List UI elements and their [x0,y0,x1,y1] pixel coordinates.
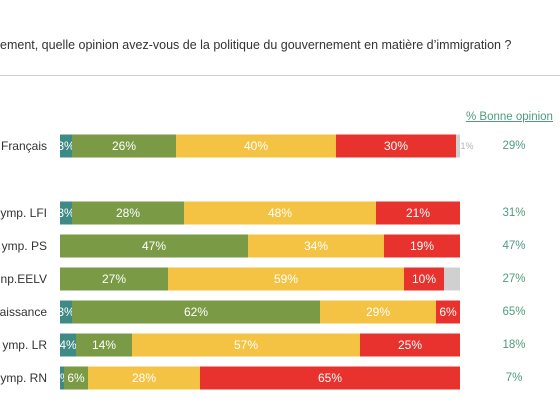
header-divider [0,75,560,76]
bar-segment-plutot-mauvaise [248,234,384,258]
good-opinion-value: 7% [506,372,523,384]
good-opinion-value: 27% [502,273,525,285]
bar-segment-plutot-bonne [60,267,168,291]
bar-segment-nsp [456,134,460,158]
data-label: 40% [244,139,268,153]
bar-segment-tres-bonne [60,201,72,225]
category-label: ymp. LR [2,338,47,352]
data-label: 3% [57,139,75,153]
data-label: 65% [318,371,342,385]
bar-segment-plutot-mauvaise [168,267,404,291]
bar-segment-tres-mauvaise [376,201,460,225]
data-label: 34% [304,239,328,253]
bar-segment-tres-bonne [60,134,72,158]
good-opinion-value: 31% [502,207,525,219]
bar-segment-plutot-bonne [72,300,320,324]
data-label: 19% [410,239,434,253]
bar-segment-plutot-mauvaise [132,333,360,357]
data-label: 62% [184,305,208,319]
bar-segment-tres-bonne [60,300,72,324]
bar-segment-tres-mauvaise [436,300,460,324]
category-label: np.EELV [1,272,47,286]
bar-segment-tres-mauvaise [336,134,456,158]
bar-segment-nsp [444,267,460,291]
bar-segment-plutot-mauvaise [88,366,200,390]
data-label: 4% [59,338,77,352]
bar-segment-plutot-mauvaise [184,201,376,225]
bar-segment-tres-bonne [60,333,76,357]
question-text: ement, quelle opinion avez-vous de la po… [0,38,512,52]
good-opinion-value: 18% [502,339,525,351]
data-label: 21% [406,206,430,220]
good-opinion-header: % Bonne opinion [466,111,553,123]
bar-segment-plutot-bonne [72,201,184,225]
bar-segment-tres-mauvaise [360,333,460,357]
data-label: 25% [398,338,422,352]
bar-segment-tres-mauvaise [200,366,460,390]
bar-segment-plutot-bonne [72,134,176,158]
data-label: 59% [274,272,298,286]
category-label: Français [1,139,47,153]
data-label: 28% [132,371,156,385]
bar-segment-plutot-mauvaise [320,300,436,324]
data-label: 10% [412,272,436,286]
data-label: 27% [102,272,126,286]
data-label: 6% [439,305,457,319]
category-label: aissance [0,305,47,319]
data-label: 48% [268,206,292,220]
good-opinion-value: 29% [502,140,525,152]
good-opinion-value: 65% [502,306,525,318]
data-label: 14% [92,338,116,352]
bar-segment-tres-bonne [60,366,64,390]
data-label: 47% [142,239,166,253]
bar-segment-plutot-bonne [76,333,132,357]
data-label: 30% [384,139,408,153]
category-label: ymp. PS [2,239,47,253]
data-label: 6% [67,371,85,385]
bar-segment-tres-mauvaise [384,234,460,258]
good-opinion-value: 47% [502,240,525,252]
data-label: 26% [112,139,136,153]
data-label: 3% [57,206,75,220]
data-label: 3% [57,305,75,319]
bar-segment-plutot-bonne [64,366,88,390]
bar-segment-plutot-bonne [60,234,248,258]
bar-segment-tres-mauvaise [404,267,444,291]
category-label: ymp. RN [0,371,47,385]
data-label: 57% [234,338,258,352]
category-label: ymp. LFI [0,206,47,220]
bar-segment-plutot-mauvaise [176,134,336,158]
data-label: 28% [116,206,140,220]
data-label: 29% [366,305,390,319]
data-label: 1% [460,141,473,151]
